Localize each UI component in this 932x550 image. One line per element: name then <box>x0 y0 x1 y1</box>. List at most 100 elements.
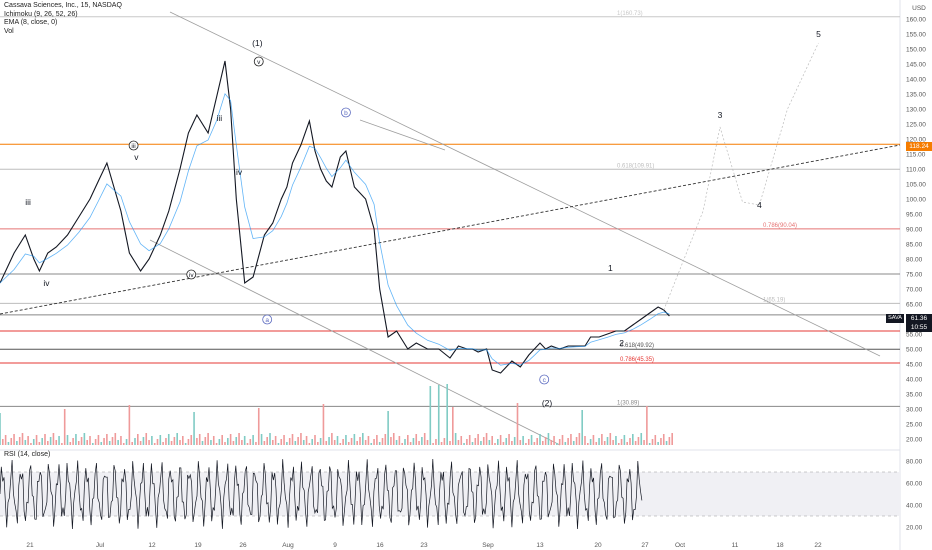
wave-label: 1 <box>608 263 613 273</box>
volume-bar <box>257 408 260 445</box>
volume-bar <box>190 435 193 445</box>
volume-bar <box>92 443 94 445</box>
volume-bar <box>409 442 412 445</box>
volume-bar <box>103 438 105 445</box>
time-tick-label: Sep <box>482 542 494 549</box>
volume-bar <box>640 433 643 445</box>
volume-bar <box>274 436 277 445</box>
time-tick-label: 16 <box>376 542 384 549</box>
volume-bar <box>243 436 246 445</box>
volume-bar <box>662 434 665 445</box>
volume-bar <box>339 443 342 445</box>
price-tick-label: 90.00 <box>906 227 923 234</box>
indicator-ema[interactable]: EMA (8, close, 0) <box>4 19 58 27</box>
trendline-b <box>359 119 446 151</box>
volume-bar <box>2 439 4 445</box>
rsi-legend[interactable]: RSI (14, close) <box>4 451 51 458</box>
volume-bar <box>404 439 406 445</box>
volume-bar <box>196 438 198 445</box>
fib-level-label: 1(30.89) <box>617 400 639 406</box>
volume-bar <box>86 440 88 445</box>
volume-bar <box>362 433 364 445</box>
volume-bar <box>331 433 333 445</box>
volume-bar <box>485 433 488 445</box>
volume-bar <box>151 436 153 445</box>
volume-bar <box>283 435 285 445</box>
volume-bar <box>373 439 375 445</box>
wave-label: iii <box>25 197 31 207</box>
time-tick-label: 23 <box>420 542 428 549</box>
volume-bar <box>508 434 510 445</box>
price-tick-label: 35.00 <box>906 392 923 399</box>
indicator-vol[interactable]: Vol <box>4 27 14 35</box>
time-tick-label: 9 <box>333 542 337 549</box>
volume-bar <box>24 440 27 445</box>
volume-bar <box>620 439 623 445</box>
volume-bar <box>643 440 645 445</box>
time-tick-label: 27 <box>641 542 649 549</box>
currency-label[interactable]: USD <box>912 5 926 12</box>
volume-bar <box>440 442 443 445</box>
wave-label: iv <box>236 167 243 177</box>
volume-bar <box>18 437 21 445</box>
volume-bar <box>94 439 97 445</box>
fib-level-label: 1(65.19) <box>763 297 785 303</box>
volume-bar <box>480 441 482 445</box>
volume-bar <box>570 434 572 445</box>
fib-level-label: 1(160.73) <box>617 11 643 17</box>
trendline-lower <box>149 239 561 446</box>
volume-bar <box>325 441 328 445</box>
volume-bar <box>125 439 128 445</box>
volume-bar <box>463 443 465 445</box>
volume-bar <box>350 438 353 445</box>
price-tick-label: 25.00 <box>906 422 923 429</box>
volume-bars <box>0 384 673 445</box>
volume-bar <box>249 439 252 445</box>
volume-bar <box>187 439 190 445</box>
volume-bar <box>556 443 558 445</box>
volume-bar <box>0 413 1 445</box>
trendline-dashed <box>0 144 901 315</box>
volume-bar <box>69 442 72 445</box>
wave-label: iv <box>43 278 50 288</box>
volume-bar <box>446 384 448 445</box>
volume-bar <box>232 441 235 445</box>
volume-bar <box>353 434 356 445</box>
time-tick-label: 19 <box>194 542 202 549</box>
volume-bar <box>519 440 522 445</box>
fib-level-label: 0.618(109.91) <box>617 163 654 169</box>
price-tick-label: 45.00 <box>906 362 923 369</box>
wave-label: iii <box>131 143 135 150</box>
volume-bar <box>260 434 263 445</box>
volume-bar <box>632 434 634 445</box>
volume-bar <box>207 433 209 445</box>
wave-label: c <box>543 377 547 384</box>
volume-bar <box>657 442 659 445</box>
volume-bar <box>41 438 43 445</box>
volume-bar <box>426 440 429 445</box>
volume-bar <box>615 436 617 445</box>
indicator-ichimoku[interactable]: Ichimoku (9, 26, 52, 26) <box>4 10 78 18</box>
chart-legend: Cassava Sciences, Inc., 15, NASDAQ Ichim… <box>4 2 122 36</box>
volume-bar <box>606 437 609 445</box>
volume-bar <box>47 441 49 445</box>
rsi-tick-label: 20.00 <box>906 525 923 532</box>
volume-bar <box>269 433 271 445</box>
volume-bar <box>291 434 294 445</box>
volume-bar <box>392 433 395 445</box>
volume-bar <box>97 435 100 445</box>
volume-bar <box>370 443 373 445</box>
volume-bar <box>111 437 114 445</box>
volume-bar <box>356 441 358 445</box>
volume-bar <box>477 434 479 445</box>
volume-bar <box>601 434 603 445</box>
volume-bar <box>550 440 553 445</box>
volume-bar <box>558 439 561 445</box>
volume-bar <box>527 439 530 445</box>
volume-bar <box>421 437 423 445</box>
volume-bar <box>170 441 173 445</box>
symbol-title[interactable]: Cassava Sciences, Inc., 15, NASDAQ <box>4 2 122 9</box>
volume-bar <box>671 433 673 445</box>
price-tick-label: 40.00 <box>906 377 923 384</box>
